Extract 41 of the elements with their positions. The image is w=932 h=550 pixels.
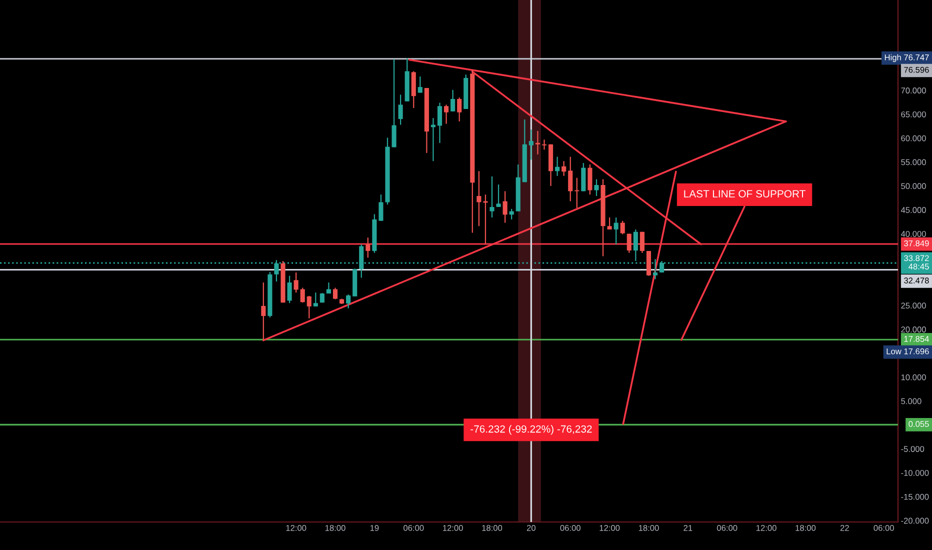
ref-line-label: 0.055	[908, 421, 929, 427]
x-tick-label: 18:00	[325, 525, 346, 531]
y-tick-label: 25.000	[901, 302, 926, 309]
ref-line-label: 76.596	[904, 66, 929, 73]
x-tick-label: 18:00	[482, 525, 502, 531]
x-tick-label: 18:00	[638, 525, 659, 531]
x-tick-label: 20	[526, 525, 536, 531]
x-tick-label: 21	[684, 525, 692, 531]
x-tick-label: 06:00	[874, 525, 894, 531]
y-tick-label: 45.000	[900, 207, 926, 213]
y-tick-label: 20.000	[901, 326, 926, 332]
annotation: LAST LINE OF SUPPORT	[684, 190, 806, 198]
y-tick-label: -20.000	[901, 518, 929, 524]
x-tick-label: 12:00	[600, 525, 620, 531]
y-tick-label: 10.000	[901, 374, 926, 380]
x-tick-label: 22	[840, 525, 849, 531]
x-tick-label: 19	[370, 525, 379, 531]
y-tick-label: 50.000	[901, 183, 926, 190]
x-tick-label: 06:00	[717, 525, 738, 531]
y-tick-label: -15.000	[901, 494, 929, 500]
x-tick-label: 12:00	[756, 525, 776, 531]
x-tick-label: 12:00	[443, 525, 463, 531]
ref-line-label: 33.872 48:45	[904, 255, 929, 270]
y-tick-label: 65.000	[901, 111, 926, 118]
x-tick-label: 06:00	[560, 525, 580, 531]
ref-line-label: 32.478	[904, 278, 929, 284]
annotation: -76.232 (-99.22%) -76,232	[470, 425, 592, 435]
y-tick-label: 40.000	[900, 230, 926, 237]
annotation: Low 17.696	[886, 348, 929, 354]
y-tick-label: 5.000	[901, 398, 922, 404]
x-tick-label: 12:00	[286, 525, 306, 531]
annotation: High 76.747	[884, 54, 929, 62]
y-tick-label: 55.000	[901, 159, 926, 166]
y-tick-label: -10.000	[901, 470, 929, 476]
x-tick-label: 06:00	[404, 525, 424, 531]
ref-line-label: 17.854	[904, 336, 929, 342]
y-tick-label: 60.000	[901, 135, 926, 142]
y-tick-label: -5.000	[901, 446, 924, 452]
ref-line-label: 37.849	[904, 240, 929, 246]
x-tick-label: 18:00	[796, 525, 816, 531]
y-tick-label: 70.000	[901, 88, 926, 94]
